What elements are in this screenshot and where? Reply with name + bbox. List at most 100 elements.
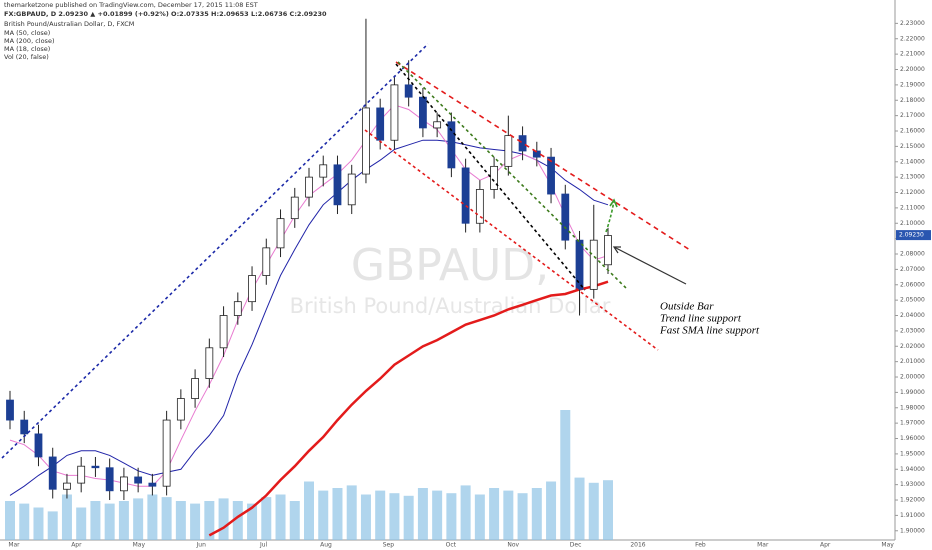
candle-body [176, 398, 185, 421]
candle-body [461, 167, 470, 224]
y-tick-label: 2.19000 [900, 81, 925, 88]
volume-bar [517, 493, 528, 540]
y-tick-label: 1.91000 [900, 512, 925, 519]
legend-entry: Vol (20, false) [4, 53, 49, 61]
candle-body [376, 107, 385, 141]
y-tick-label: 2.08000 [900, 251, 925, 258]
volume-bar [332, 488, 343, 540]
volume-bar [19, 503, 30, 540]
x-tick-label: 2016 [630, 542, 645, 549]
y-tick-label: 2.21000 [900, 51, 925, 58]
y-tick-label: 1.92000 [900, 497, 925, 504]
chart-title: British Pound/Australian Dollar, D, FXCM [4, 20, 134, 28]
candle-body [120, 476, 128, 492]
candle-body [34, 433, 43, 458]
volume-bar [375, 490, 386, 540]
y-tick-label: 2.12000 [900, 189, 925, 196]
annotation: Outside Bar [660, 301, 714, 313]
y-tick-label: 2.10000 [900, 220, 925, 227]
y-tick-label: 1.93000 [900, 481, 925, 488]
watermark-sub: British Pound/Australian Dollar [290, 294, 611, 318]
publisher: themarketzone published on TradingView.c… [4, 1, 258, 9]
volume-bar [61, 494, 72, 540]
volume-bar [90, 501, 101, 540]
candle-body [48, 456, 57, 490]
y-tick-label: 2.03000 [900, 327, 925, 334]
x-tick-label: Mar [757, 542, 769, 549]
volume-bar [289, 501, 300, 540]
candle-body [518, 135, 527, 152]
volume-bar [346, 485, 357, 540]
volume-bar [560, 410, 571, 540]
legend-entry: MA (200, close) [4, 37, 54, 45]
candle-body [433, 121, 442, 129]
y-tick-label: 2.22000 [900, 35, 925, 42]
volume-bar [474, 494, 485, 540]
arrow [605, 199, 615, 233]
volume-bar [318, 490, 329, 540]
candle-body [547, 156, 555, 195]
candle-body [162, 419, 171, 487]
y-tick-label: 1.97000 [900, 420, 925, 427]
volume-bar [133, 498, 144, 540]
x-tick-label: Aug [320, 542, 332, 549]
x-tick-label: Oct [446, 542, 457, 549]
volume-bar [33, 507, 44, 540]
y-tick-label: 2.07000 [900, 266, 925, 273]
candle-body [589, 239, 598, 290]
candle-body [390, 84, 399, 141]
candle-body [319, 164, 328, 178]
volume-bar [175, 501, 186, 540]
volume-bar [76, 507, 87, 540]
volume-bar [232, 501, 243, 540]
y-tick-label: 2.14000 [900, 158, 925, 165]
volume-bar [247, 503, 258, 540]
y-tick-label: 2.06000 [900, 281, 925, 288]
candle-body [362, 107, 370, 175]
volume-bar [104, 503, 115, 540]
volume-bar [360, 494, 371, 540]
candle-body [233, 301, 242, 316]
candle-body [276, 218, 285, 249]
annotation: Fast SMA line support [659, 325, 760, 337]
candle-body [134, 476, 143, 484]
y-tick-label: 2.11000 [900, 204, 925, 211]
watermark: GBPAUD, [351, 240, 549, 291]
y-tick-label: 2.20000 [900, 66, 925, 73]
legend-entry: MA (50, close) [4, 29, 50, 37]
volume-bar [118, 501, 129, 540]
x-tick-label: Apr [820, 542, 831, 549]
volume-bar [389, 493, 400, 540]
arrow-head [612, 246, 621, 254]
x-tick-label: May [133, 542, 146, 549]
drawings [1, 43, 691, 459]
y-tick-label: 2.04000 [900, 312, 925, 319]
volume-bar [147, 494, 158, 540]
candle-body [248, 275, 256, 303]
y-tick-label: 2.17000 [900, 112, 925, 119]
y-tick-label: 2.13000 [900, 174, 925, 181]
ma-line [208, 280, 609, 537]
candle-body [490, 165, 498, 190]
y-tick-label: 2.00000 [900, 374, 925, 381]
volume-bar [546, 481, 557, 540]
volume-bar [47, 511, 58, 540]
y-tick-label: 1.94000 [900, 466, 925, 473]
candle-body [20, 419, 29, 435]
x-tick-label: Jul [259, 542, 268, 549]
volume-bar [432, 490, 443, 540]
y-tick-label: 1.95000 [900, 450, 925, 457]
x-tick-label: Sep [383, 542, 395, 549]
last-price-box [896, 230, 931, 241]
y-tick-label: 2.15000 [900, 143, 925, 150]
y-tick-label: 2.05000 [900, 297, 925, 304]
volume-bar [304, 481, 314, 540]
x-tick-label: May [881, 542, 894, 549]
annotation: Trend line support [660, 313, 742, 325]
volume-bar [190, 503, 201, 540]
volume-bar [460, 485, 471, 540]
candle-body [575, 239, 584, 290]
candle-body [504, 135, 513, 167]
x-tick-label: Feb [695, 542, 706, 549]
